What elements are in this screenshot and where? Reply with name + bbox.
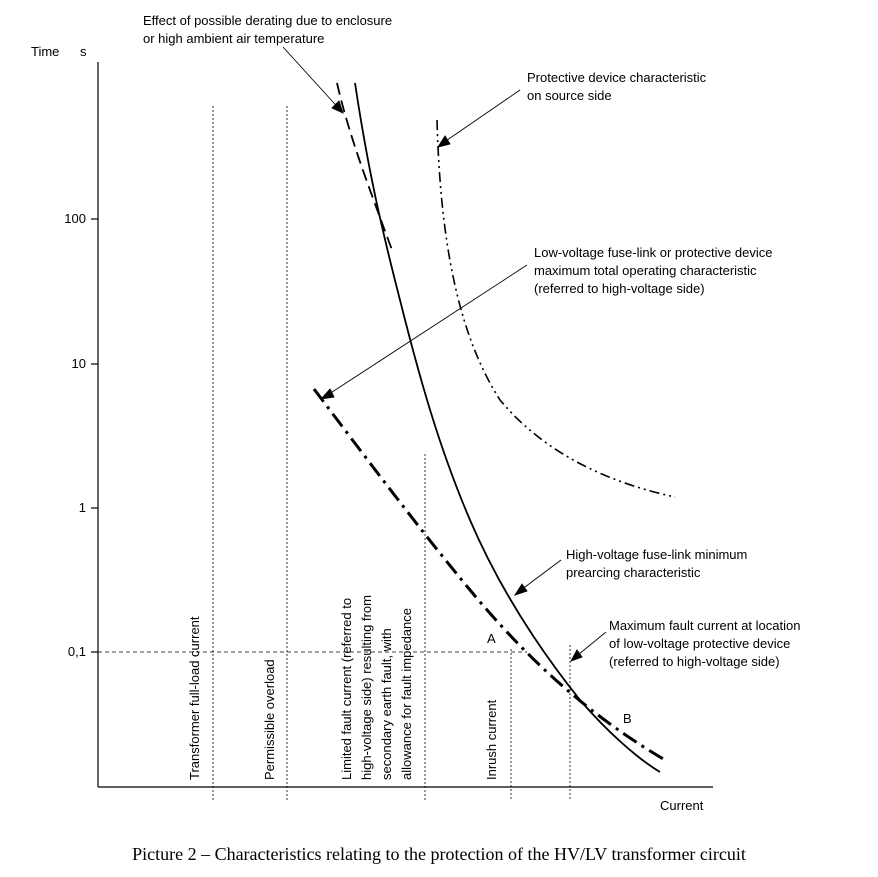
y-tick-label-1: 1	[79, 500, 86, 515]
inrush-label: Inrush current	[484, 699, 499, 780]
derating-label-2: or high ambient air temperature	[143, 31, 324, 46]
derating-label-1: Effect of possible derating due to enclo…	[143, 13, 392, 28]
y-axis-unit: s	[80, 44, 87, 59]
max-fault-arrow	[570, 649, 583, 662]
y-axis-title: Time	[31, 44, 59, 59]
point-b-label: B	[623, 711, 632, 726]
figure-caption: Picture 2 – Characteristics relating to …	[132, 844, 746, 864]
annotation-leaders	[282, 46, 607, 662]
lv-fuse-label-2: maximum total operating characteristic	[534, 263, 757, 278]
limited-fault-label-4: allowance for fault impedance	[399, 608, 414, 780]
max-fault-label-2: of low-voltage protective device	[609, 636, 790, 651]
limited-fault-label-3: secondary earth fault, with	[379, 628, 394, 780]
protective-source-label-2: on source side	[527, 88, 612, 103]
axes	[91, 62, 713, 788]
lv-fuse-leader	[322, 264, 528, 399]
lv-fuse-label-1: Low-voltage fuse-link or protective devi…	[534, 245, 772, 260]
hv-fuse-label-2: prearcing characteristic	[566, 565, 701, 580]
y-tick-label-0-1: 0,1	[68, 644, 86, 659]
hv-fuse-arrow	[513, 583, 528, 596]
hv-fuse-prearcing-curve	[354, 82, 661, 773]
hv-fuse-label-1: High-voltage fuse-link minimum	[566, 547, 747, 562]
y-tick-label-100: 100	[64, 211, 86, 226]
x-axis-title: Current	[660, 798, 704, 813]
point-a-label: A	[487, 631, 496, 646]
protective-source-arrow	[437, 135, 451, 148]
protective-source-label-1: Protective device characteristic	[527, 70, 707, 85]
source-protective-curve	[436, 119, 676, 498]
limited-fault-label-1: Limited fault current (referred to	[339, 598, 354, 780]
derating-leader	[282, 46, 344, 114]
full-load-label: Transformer full-load current	[187, 616, 202, 780]
limited-fault-label-2: high-voltage side) resulting from	[359, 595, 374, 780]
derated-curve	[336, 82, 393, 251]
max-fault-label-1: Maximum fault current at location	[609, 618, 800, 633]
lv-fuse-operating-curve	[312, 388, 666, 762]
max-fault-label-3: (referred to high-voltage side)	[609, 654, 780, 669]
derating-arrow	[331, 100, 344, 114]
y-tick-label-10: 10	[72, 356, 86, 371]
lv-fuse-arrow	[319, 388, 335, 400]
protective-source-leader	[439, 89, 521, 146]
reference-lines	[98, 106, 571, 800]
lv-fuse-label-3: (referred to high-voltage side)	[534, 281, 705, 296]
curves	[312, 82, 676, 773]
overload-label: Permissible overload	[262, 659, 277, 780]
